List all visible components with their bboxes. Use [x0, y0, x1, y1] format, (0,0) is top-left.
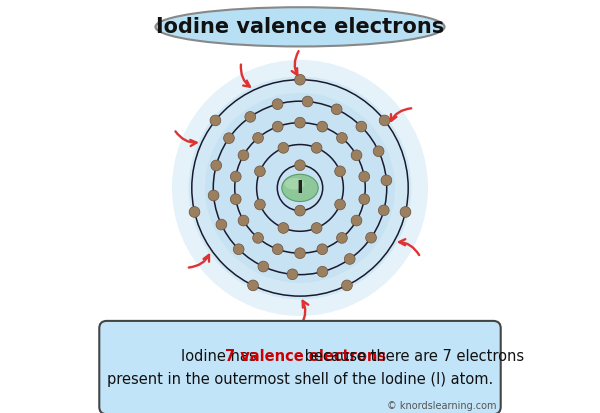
- Circle shape: [351, 150, 362, 161]
- Circle shape: [302, 96, 313, 107]
- Ellipse shape: [155, 7, 445, 47]
- Circle shape: [188, 76, 412, 299]
- Circle shape: [381, 175, 392, 186]
- Circle shape: [373, 146, 384, 157]
- Circle shape: [359, 171, 370, 182]
- Circle shape: [359, 194, 370, 204]
- Circle shape: [335, 199, 346, 210]
- Circle shape: [400, 206, 411, 217]
- Circle shape: [379, 205, 389, 216]
- Ellipse shape: [284, 178, 305, 190]
- Text: present in the outermost shell of the Iodine (I) atom.: present in the outermost shell of the Io…: [107, 372, 493, 387]
- Circle shape: [254, 166, 265, 177]
- Circle shape: [341, 280, 352, 291]
- Circle shape: [287, 269, 298, 280]
- Circle shape: [254, 199, 265, 210]
- Circle shape: [208, 190, 219, 201]
- Circle shape: [317, 266, 328, 277]
- Circle shape: [295, 205, 305, 216]
- Text: © knordslearning.com: © knordslearning.com: [386, 401, 496, 411]
- FancyBboxPatch shape: [99, 321, 501, 413]
- Circle shape: [230, 194, 241, 204]
- Circle shape: [248, 280, 259, 291]
- Text: 7 valence electrons: 7 valence electrons: [224, 349, 386, 363]
- Circle shape: [295, 248, 305, 259]
- Circle shape: [238, 215, 249, 226]
- Circle shape: [272, 99, 283, 109]
- Text: I: I: [296, 179, 304, 197]
- Circle shape: [224, 133, 235, 144]
- Circle shape: [351, 215, 362, 226]
- Circle shape: [365, 232, 376, 243]
- Circle shape: [337, 133, 347, 143]
- Circle shape: [311, 142, 322, 153]
- Text: Iodine has: Iodine has: [181, 349, 262, 363]
- Circle shape: [205, 93, 395, 283]
- Circle shape: [295, 74, 305, 85]
- Circle shape: [189, 206, 200, 217]
- Circle shape: [216, 219, 227, 230]
- Circle shape: [210, 115, 221, 126]
- Circle shape: [253, 233, 263, 243]
- Circle shape: [337, 233, 347, 243]
- Circle shape: [379, 115, 390, 126]
- Circle shape: [278, 223, 289, 233]
- Circle shape: [233, 244, 244, 254]
- Circle shape: [335, 166, 346, 177]
- Circle shape: [172, 60, 428, 316]
- Circle shape: [278, 142, 289, 153]
- Text: because there are 7 electrons: because there are 7 electrons: [300, 349, 524, 363]
- Circle shape: [356, 121, 367, 132]
- Circle shape: [317, 244, 328, 254]
- Circle shape: [238, 150, 249, 161]
- Circle shape: [331, 104, 342, 115]
- Text: Iodine valence electrons: Iodine valence electrons: [156, 17, 444, 37]
- Circle shape: [311, 223, 322, 233]
- Circle shape: [258, 261, 269, 272]
- Circle shape: [295, 117, 305, 128]
- Circle shape: [230, 171, 241, 182]
- Circle shape: [211, 160, 221, 171]
- Ellipse shape: [282, 174, 318, 202]
- Circle shape: [344, 254, 355, 264]
- Circle shape: [272, 121, 283, 132]
- Circle shape: [317, 121, 328, 132]
- Circle shape: [245, 112, 256, 122]
- Circle shape: [272, 244, 283, 254]
- Circle shape: [295, 160, 305, 171]
- Circle shape: [253, 133, 263, 143]
